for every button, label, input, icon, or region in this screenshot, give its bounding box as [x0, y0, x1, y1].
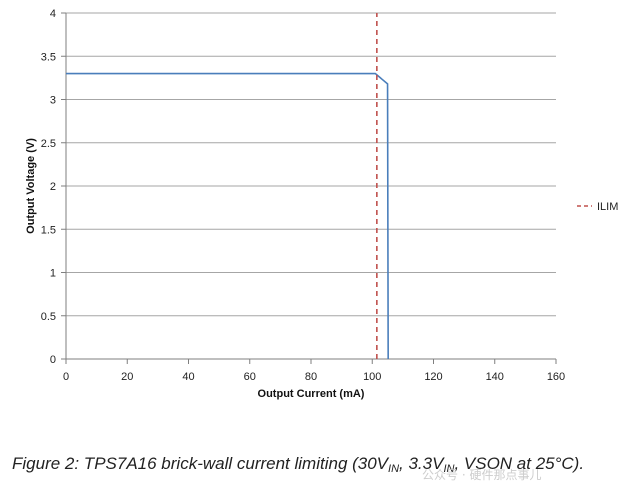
y-tick-label: 0.5 [41, 311, 56, 323]
y-tick-label: 1 [50, 268, 56, 280]
caption-text-2: , 3.3V [399, 454, 444, 473]
legend-label-ilim: ILIM [597, 201, 618, 213]
series-line-output-voltage [66, 72, 389, 360]
watermark: 公众号 · 硬件那点事儿 [422, 468, 542, 482]
x-tick-label: 20 [121, 371, 133, 383]
caption-text-3: , VSON at 25°C). [454, 454, 585, 473]
x-tick-label: 80 [305, 371, 317, 383]
gridlines [66, 12, 556, 317]
legend: ILIM [577, 201, 618, 213]
y-tick-label: 3.5 [41, 51, 56, 63]
x-tick-label: 100 [363, 371, 381, 383]
caption-subscript-2: IN [443, 463, 455, 475]
y-tick-label: 3 [50, 95, 56, 107]
tick-labels: 00.511.522.533.540 20 40 60 80 100 120 140 160 [41, 8, 565, 383]
y-tick-label: 0 [50, 354, 56, 366]
series-layer [66, 13, 389, 360]
y-tick-label: 2.5 [41, 138, 56, 150]
x-tick-label: 0 [63, 371, 69, 383]
y-axis-title: Output Voltage (V) [25, 138, 37, 234]
x-tick-label: 140 [486, 371, 504, 383]
x-tick-label: 160 [547, 371, 565, 383]
x-tick-label: 60 [244, 371, 256, 383]
chart: 00.511.522.533.540 20 40 60 80 100 120 140 160 O… [25, 8, 618, 400]
y-tick-label: 1.5 [41, 224, 56, 236]
y-tick-label: 2 [50, 181, 56, 193]
y-tick-label: 4 [50, 8, 56, 20]
figure-caption: Figure 2: TPS7A16 brick-wall current lim… [12, 453, 612, 480]
caption-text-1: Figure 2: TPS7A16 brick-wall current lim… [12, 454, 389, 473]
axes [61, 12, 557, 364]
x-tick-label: 40 [182, 371, 194, 383]
x-axis-title: Output Current (mA) [258, 388, 365, 400]
caption-subscript-1: IN [388, 463, 400, 475]
x-tick-label: 120 [424, 371, 442, 383]
